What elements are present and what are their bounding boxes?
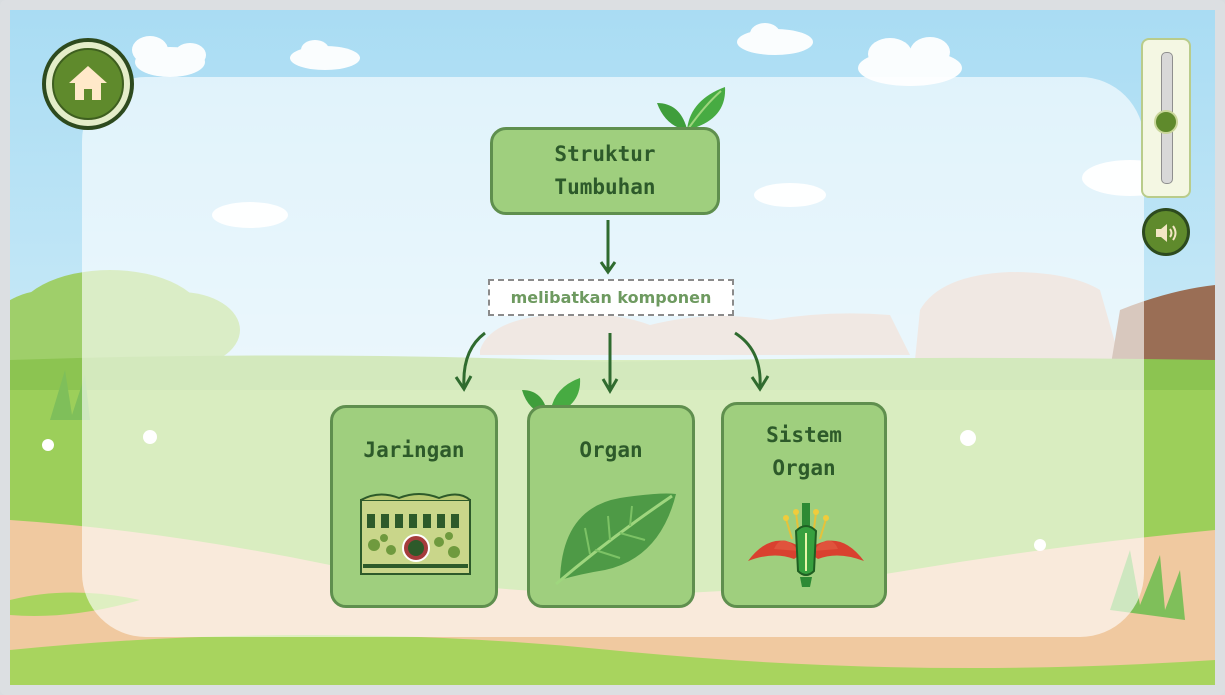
leaf-illustration (555, 493, 676, 586)
arrow-down-icon (599, 220, 617, 275)
volume-slider[interactable] (1141, 38, 1191, 198)
home-icon (69, 66, 107, 100)
connector-text: melibatkan komponen (510, 288, 712, 307)
card-sistem-organ-label: Sistem Organ (766, 423, 842, 480)
sound-button[interactable] (1142, 208, 1190, 256)
connector-label: melibatkan komponen (488, 279, 734, 316)
volume-knob[interactable] (1154, 110, 1178, 135)
root-concept-box[interactable]: Struktur Tumbuhan (490, 127, 720, 215)
flower-illustration (748, 503, 864, 587)
leaf-decoration (657, 87, 726, 130)
card-jaringan[interactable]: Jaringan (330, 405, 498, 608)
card-organ[interactable]: Organ (527, 405, 695, 608)
root-concept-label: Struktur Tumbuhan (554, 142, 656, 199)
home-button[interactable] (42, 38, 134, 130)
card-jaringan-label: Jaringan (363, 438, 465, 462)
card-organ-label: Organ (579, 438, 643, 462)
speaker-icon (1156, 224, 1177, 242)
plant-tissue-illustration (360, 493, 471, 575)
game-scene: Struktur Tumbuhan melibatkan komponen Ja… (10, 10, 1215, 685)
card-sistem-organ[interactable]: Sistem Organ (721, 402, 887, 608)
branch-arrows (454, 331, 770, 394)
